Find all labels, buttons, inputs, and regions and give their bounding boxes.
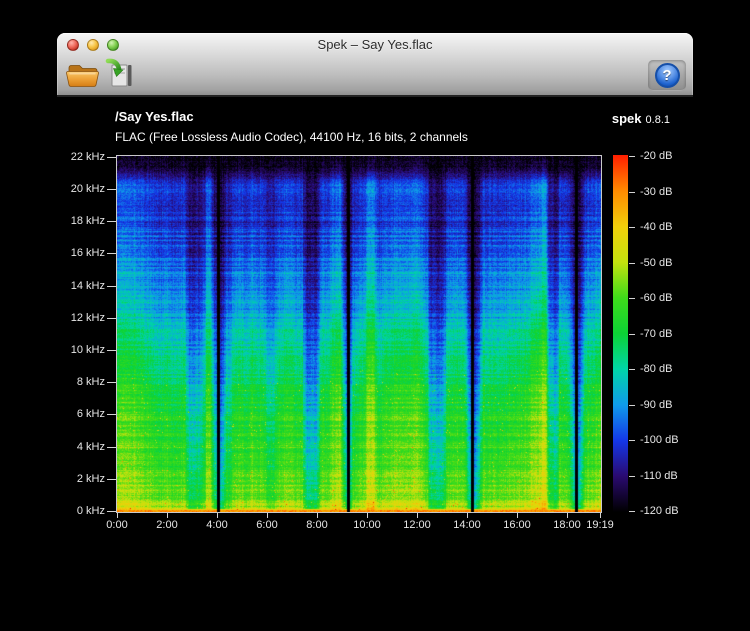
app-name: spek (611, 111, 642, 126)
open-file-button[interactable] (64, 59, 100, 93)
freq-tick-label: 10 kHz (70, 344, 105, 356)
freq-tick-mark (107, 350, 116, 351)
time-tick-mark (167, 513, 168, 518)
freq-tick-mark (107, 479, 116, 480)
time-tick-label: 18:00 (553, 519, 581, 531)
time-tick-mark (367, 513, 368, 518)
db-tick-label: -40 dB (640, 221, 673, 233)
time-tick-mark (317, 513, 318, 518)
freq-tick-label: 2 kHz (76, 473, 105, 485)
freq-tick-mark (107, 318, 116, 319)
db-tick-mark (629, 369, 635, 370)
db-tick-label: -90 dB (640, 399, 673, 411)
db-tick-label: -60 dB (640, 292, 673, 304)
time-tick-label: 12:00 (403, 519, 431, 531)
folder-open-icon (65, 60, 99, 92)
db-tick-label: -50 dB (640, 257, 673, 269)
db-tick-label: -110 dB (640, 470, 678, 482)
close-button[interactable] (67, 39, 79, 51)
time-tick-mark (117, 513, 118, 518)
db-tick-mark (629, 227, 635, 228)
db-tick-label: -100 dB (640, 434, 679, 446)
freq-tick-mark (107, 382, 116, 383)
save-export-icon (101, 58, 135, 93)
db-tick-label: -30 dB (640, 186, 673, 198)
db-tick-label: -80 dB (640, 363, 673, 375)
time-tick-label: 19:19 (586, 519, 614, 531)
freq-tick-mark (107, 221, 116, 222)
freq-tick-mark (107, 189, 116, 190)
freq-tick-label: 16 kHz (70, 247, 105, 259)
title-bar[interactable]: Spek – Say Yes.flac (57, 33, 693, 56)
freq-tick-mark (107, 253, 116, 254)
freq-tick-mark (107, 286, 116, 287)
minimize-button[interactable] (87, 39, 99, 51)
db-tick-label: -20 dB (640, 150, 673, 162)
db-tick-mark (629, 192, 635, 193)
freq-tick-label: 8 kHz (76, 376, 105, 388)
time-tick-mark (267, 513, 268, 518)
time-tick-label: 14:00 (453, 519, 481, 531)
db-tick-mark (629, 334, 635, 335)
time-tick-label: 0:00 (106, 519, 128, 531)
window-chrome: Spek – Say Yes.flac (57, 33, 693, 97)
help-button[interactable]: ? (648, 60, 686, 91)
time-tick-mark (567, 513, 568, 518)
time-tick-label: 16:00 (503, 519, 531, 531)
freq-tick-mark (107, 447, 116, 448)
stream-info: FLAC (Free Lossless Audio Codec), 44100 … (115, 130, 468, 144)
time-tick-mark (517, 513, 518, 518)
time-tick-label: 6:00 (256, 519, 278, 531)
time-tick-label: 10:00 (353, 519, 381, 531)
db-tick-mark (629, 440, 635, 441)
time-tick-mark (417, 513, 418, 518)
window-title: Spek – Say Yes.flac (317, 37, 433, 52)
freq-tick-label: 20 kHz (70, 183, 105, 195)
db-tick-mark (629, 405, 635, 406)
zoom-button[interactable] (107, 39, 119, 51)
freq-tick-label: 4 kHz (76, 441, 105, 453)
time-tick-mark (600, 513, 601, 518)
spectrogram-plot-frame (116, 155, 602, 513)
time-tick-label: 2:00 (156, 519, 178, 531)
freq-tick-label: 12 kHz (70, 312, 105, 324)
db-tick-mark (629, 476, 635, 477)
freq-tick-label: 6 kHz (76, 408, 105, 420)
freq-tick-label: 0 kHz (76, 505, 105, 517)
app-version: 0.8.1 (645, 114, 670, 126)
time-tick-mark (467, 513, 468, 518)
help-question-icon: ? (654, 63, 680, 88)
traffic-lights (67, 39, 119, 51)
db-colorbar (613, 155, 628, 512)
freq-tick-label: 18 kHz (70, 215, 105, 227)
db-tick-label: -70 dB (640, 328, 673, 340)
freq-tick-mark (107, 414, 116, 415)
db-tick-mark (629, 511, 635, 512)
time-tick-label: 8:00 (306, 519, 328, 531)
db-tick-mark (629, 263, 635, 264)
db-tick-label: -120 dB (640, 505, 679, 517)
app-version-line: spek 0.8.1 (612, 110, 670, 128)
freq-tick-label: 14 kHz (70, 280, 105, 292)
db-tick-mark (629, 298, 635, 299)
save-spectrogram-button[interactable] (100, 58, 136, 93)
file-path-title: /Say Yes.flac (115, 109, 194, 124)
time-tick-mark (217, 513, 218, 518)
freq-tick-mark (107, 511, 116, 512)
toolbar: ? (57, 56, 693, 95)
freq-tick-label: 22 kHz (70, 151, 105, 163)
time-tick-label: 4:00 (206, 519, 228, 531)
db-tick-mark (629, 156, 635, 157)
freq-tick-mark (107, 157, 116, 158)
spectrogram-canvas (117, 156, 601, 512)
